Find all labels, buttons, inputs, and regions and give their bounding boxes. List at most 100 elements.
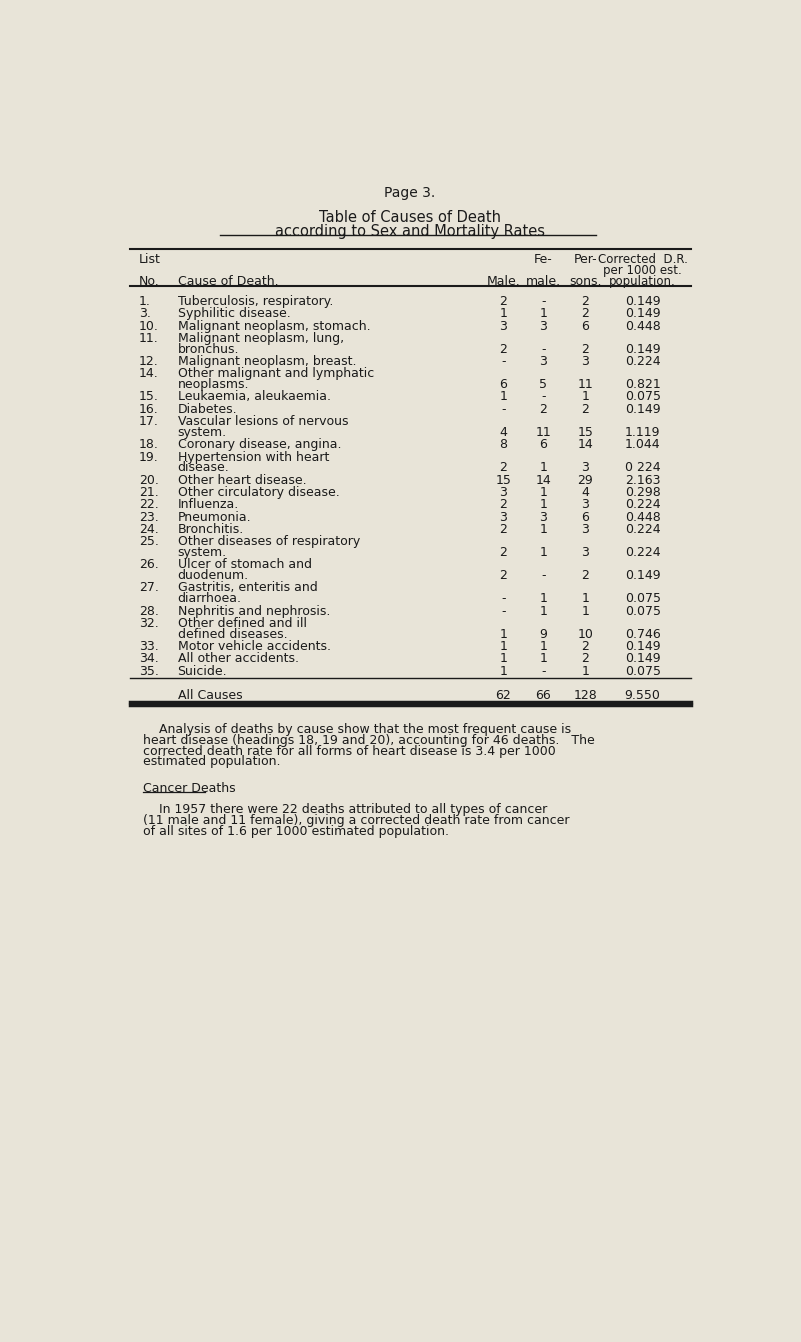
Text: Table of Causes of Death: Table of Causes of Death: [319, 211, 501, 225]
Text: 2: 2: [499, 462, 507, 474]
Text: In 1957 there were 22 deaths attributed to all types of cancer: In 1957 there were 22 deaths attributed …: [143, 804, 547, 816]
Text: 2: 2: [582, 569, 590, 582]
Text: 3.: 3.: [139, 307, 151, 321]
Text: (11 male and 11 female), giving a corrected death rate from cancer: (11 male and 11 female), giving a correc…: [143, 815, 570, 827]
Text: 3: 3: [582, 546, 590, 560]
Text: 17.: 17.: [139, 415, 159, 428]
Text: Ulcer of stomach and: Ulcer of stomach and: [178, 558, 312, 572]
Text: 0.149: 0.149: [625, 640, 661, 654]
Text: 1: 1: [582, 391, 590, 404]
Text: 0.746: 0.746: [625, 628, 661, 640]
Text: 2: 2: [582, 307, 590, 321]
Text: 0.149: 0.149: [625, 342, 661, 356]
Text: 0.149: 0.149: [625, 652, 661, 666]
Text: Page 3.: Page 3.: [384, 185, 436, 200]
Text: of all sites of 1.6 per 1000 estimated population.: of all sites of 1.6 per 1000 estimated p…: [143, 825, 449, 837]
Text: 3: 3: [540, 510, 547, 523]
Text: 28.: 28.: [139, 604, 159, 617]
Text: bronchus.: bronchus.: [178, 342, 239, 356]
Text: 2: 2: [582, 295, 590, 309]
Text: 0.821: 0.821: [625, 378, 661, 391]
Text: 3: 3: [582, 523, 590, 535]
Text: according to Sex and Mortality Rates: according to Sex and Mortality Rates: [275, 224, 545, 239]
Text: Other defined and ill: Other defined and ill: [178, 617, 307, 629]
Text: 0.149: 0.149: [625, 295, 661, 309]
Text: population.: population.: [610, 275, 676, 289]
Text: List: List: [139, 254, 161, 267]
Text: 16.: 16.: [139, 403, 159, 416]
Text: Per-: Per-: [574, 254, 597, 267]
Text: sons.: sons.: [569, 275, 602, 289]
Text: 14: 14: [578, 439, 594, 451]
Text: 128: 128: [574, 690, 598, 702]
Text: 35.: 35.: [139, 664, 159, 678]
Text: 3: 3: [582, 356, 590, 368]
Text: 18.: 18.: [139, 439, 159, 451]
Text: 25.: 25.: [139, 535, 159, 549]
Text: system.: system.: [178, 546, 227, 560]
Text: Male.: Male.: [486, 275, 520, 289]
Text: 24.: 24.: [139, 523, 159, 535]
Text: 26.: 26.: [139, 558, 159, 572]
Text: 1: 1: [540, 640, 547, 654]
Text: Hypertension with heart: Hypertension with heart: [178, 451, 329, 463]
Text: 1: 1: [499, 307, 507, 321]
Text: 3: 3: [499, 319, 507, 333]
Text: Other diseases of respiratory: Other diseases of respiratory: [178, 535, 360, 549]
Text: 3: 3: [499, 510, 507, 523]
Text: 0.224: 0.224: [625, 356, 661, 368]
Text: 0.298: 0.298: [625, 486, 661, 499]
Text: Other malignant and lymphatic: Other malignant and lymphatic: [178, 368, 374, 380]
Text: Fe-: Fe-: [534, 254, 553, 267]
Text: 1.: 1.: [139, 295, 151, 309]
Text: 3: 3: [499, 486, 507, 499]
Text: -: -: [541, 342, 545, 356]
Text: 21.: 21.: [139, 486, 159, 499]
Text: 2: 2: [499, 498, 507, 511]
Text: 2: 2: [499, 295, 507, 309]
Text: 4: 4: [499, 425, 507, 439]
Text: 0.224: 0.224: [625, 546, 661, 560]
Text: Coronary disease, angina.: Coronary disease, angina.: [178, 439, 341, 451]
Text: 1: 1: [499, 652, 507, 666]
Text: 23.: 23.: [139, 510, 159, 523]
Text: Motor vehicle accidents.: Motor vehicle accidents.: [178, 640, 331, 654]
Text: 0.075: 0.075: [625, 664, 661, 678]
Text: 1.119: 1.119: [625, 425, 660, 439]
Text: 1: 1: [499, 628, 507, 640]
Text: 1: 1: [499, 640, 507, 654]
Text: per 1000 est.: per 1000 est.: [603, 264, 682, 278]
Text: 1: 1: [540, 307, 547, 321]
Text: 2: 2: [540, 403, 547, 416]
Text: neoplasms.: neoplasms.: [178, 378, 249, 391]
Text: 1: 1: [582, 592, 590, 605]
Text: -: -: [541, 391, 545, 404]
Text: 14.: 14.: [139, 368, 159, 380]
Text: 2: 2: [582, 640, 590, 654]
Text: 11.: 11.: [139, 331, 159, 345]
Text: 11: 11: [578, 378, 594, 391]
Text: Tuberculosis, respiratory.: Tuberculosis, respiratory.: [178, 295, 333, 309]
Text: Other heart disease.: Other heart disease.: [178, 474, 306, 487]
Text: 1: 1: [540, 486, 547, 499]
Text: 14: 14: [536, 474, 551, 487]
Text: 2: 2: [499, 342, 507, 356]
Text: 0 224: 0 224: [625, 462, 661, 474]
Text: -: -: [541, 664, 545, 678]
Text: 3: 3: [582, 498, 590, 511]
Text: Leukaemia, aleukaemia.: Leukaemia, aleukaemia.: [178, 391, 331, 404]
Text: -: -: [501, 592, 505, 605]
Text: Pneumonia.: Pneumonia.: [178, 510, 252, 523]
Text: 3: 3: [582, 462, 590, 474]
Text: 1: 1: [540, 652, 547, 666]
Text: 15: 15: [578, 425, 594, 439]
Text: 4: 4: [582, 486, 590, 499]
Text: 0.149: 0.149: [625, 403, 661, 416]
Text: 29: 29: [578, 474, 594, 487]
Text: 66: 66: [536, 690, 551, 702]
Text: 1: 1: [499, 391, 507, 404]
Text: 0.448: 0.448: [625, 510, 661, 523]
Text: 9.550: 9.550: [625, 690, 661, 702]
Text: 6: 6: [499, 378, 507, 391]
Text: No.: No.: [139, 275, 159, 289]
